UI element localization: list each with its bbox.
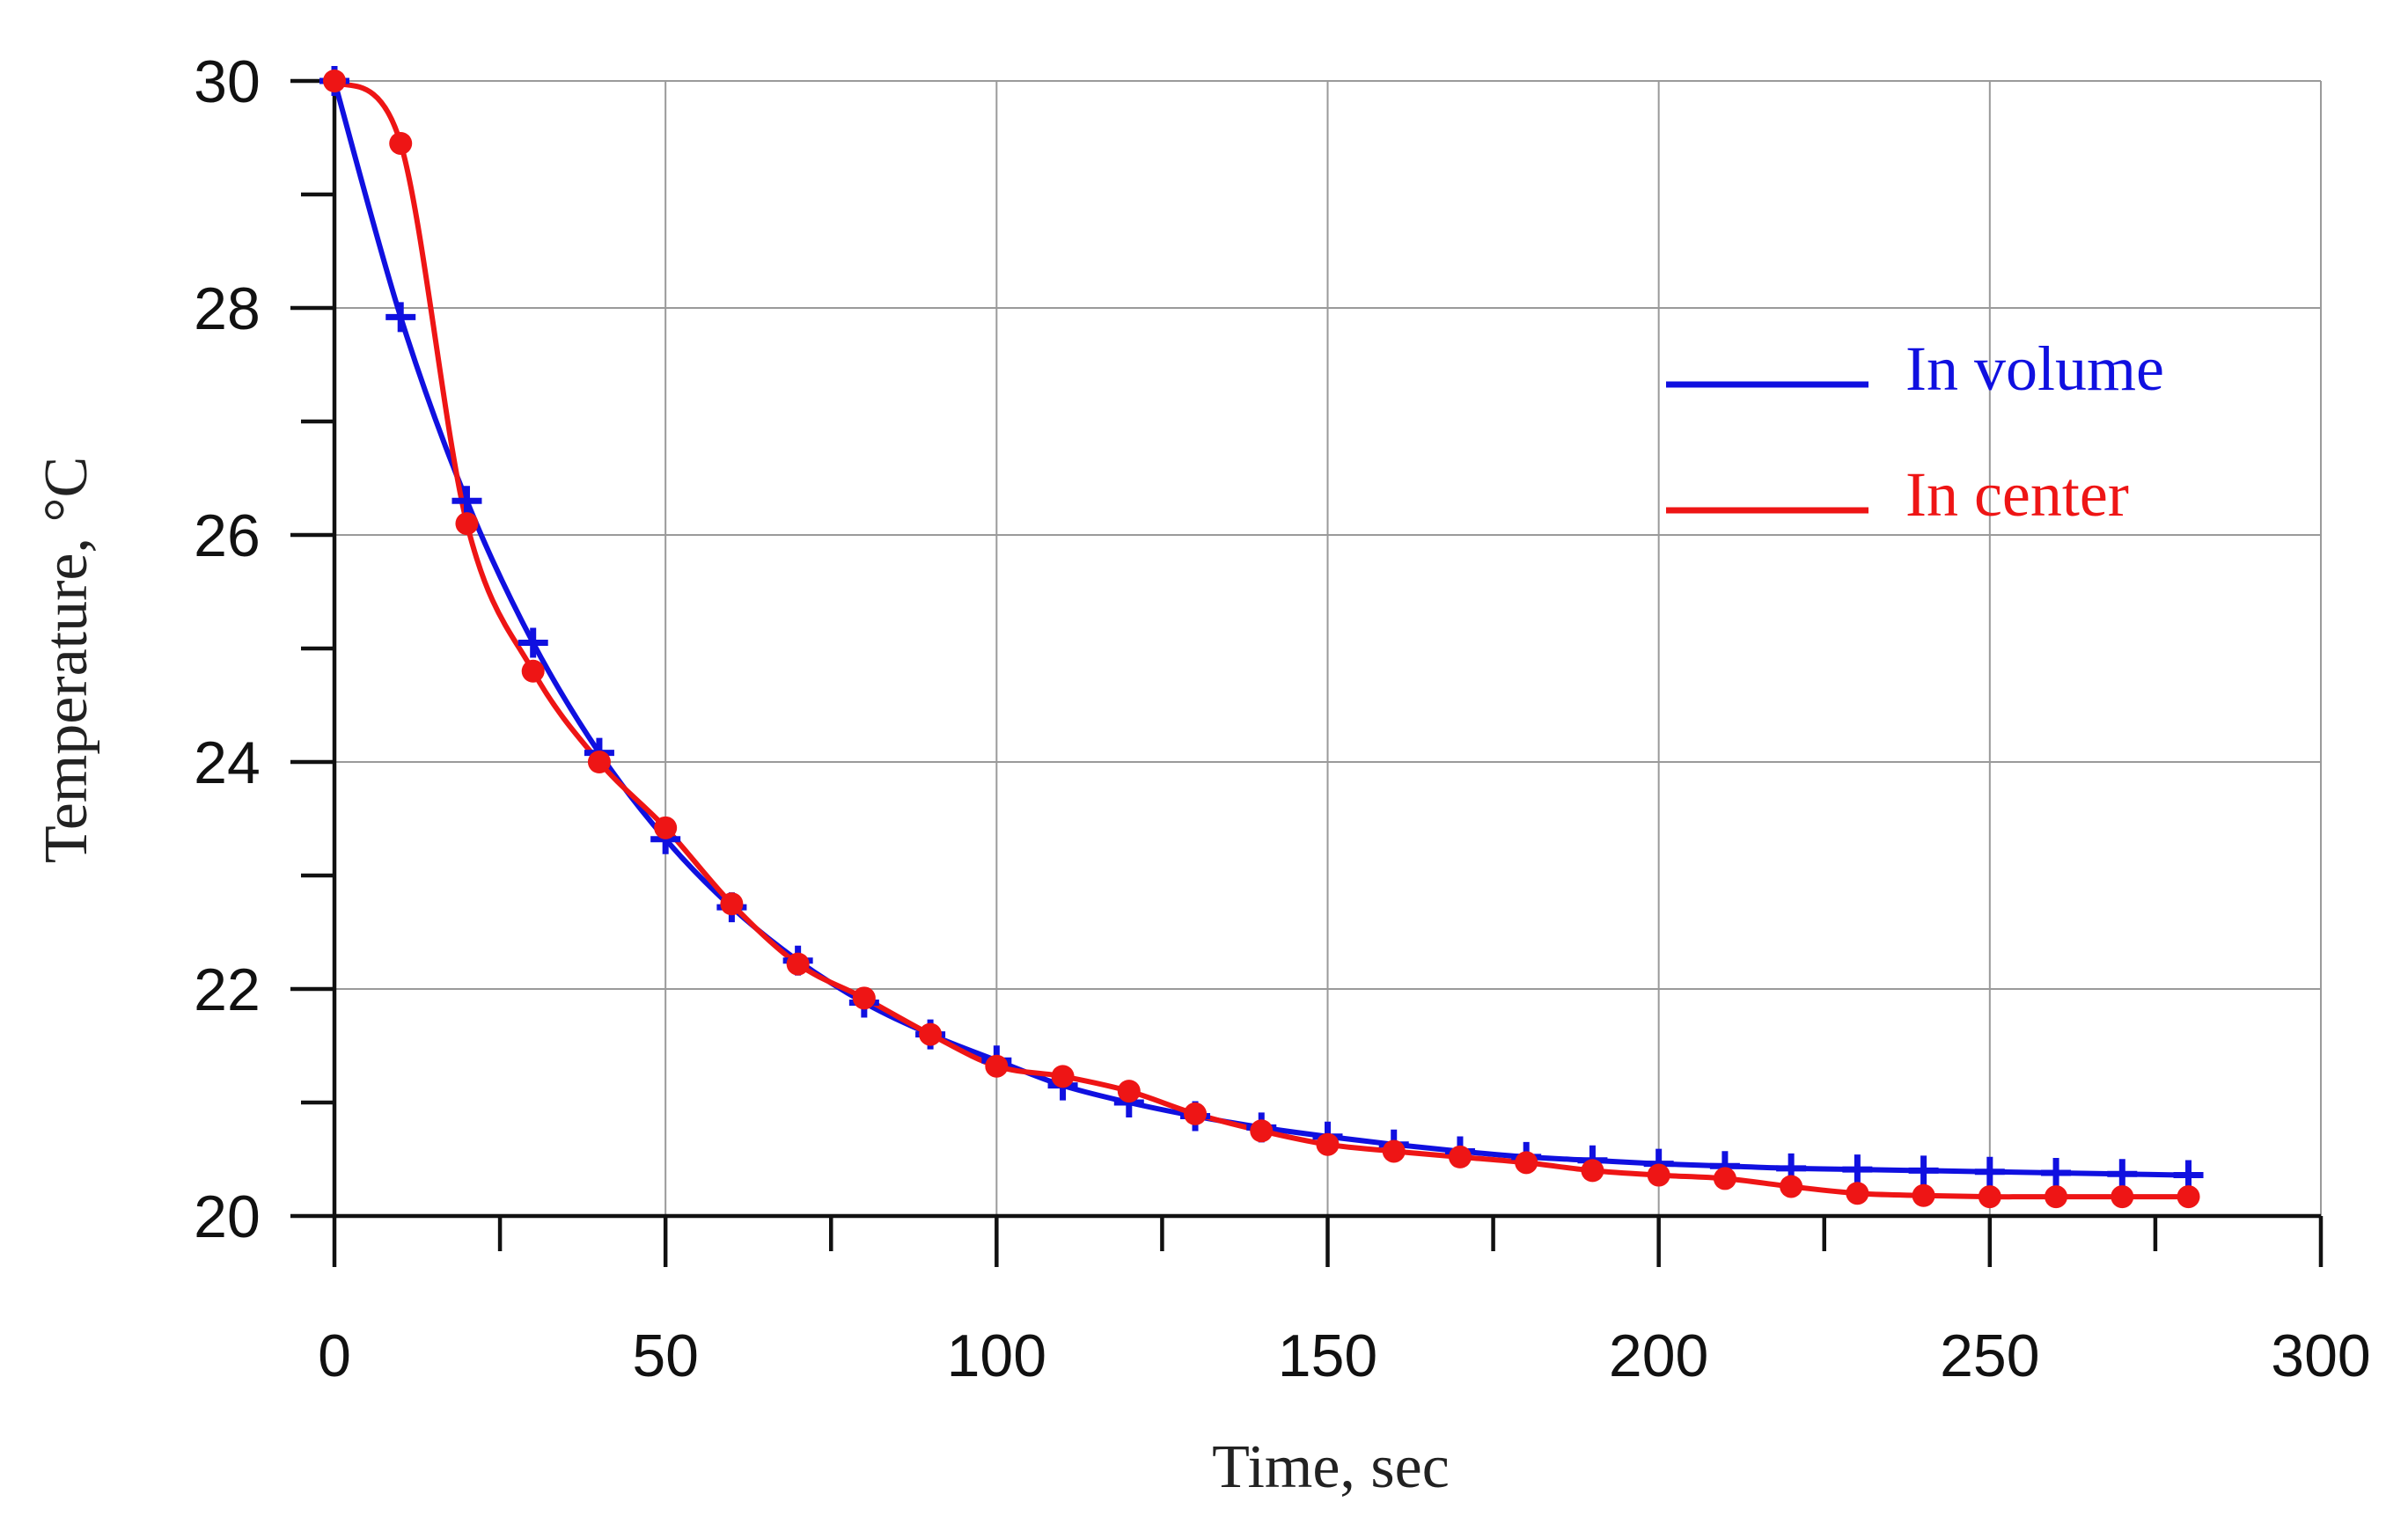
data-point-in-center: [2177, 1185, 2200, 1209]
legend-label-in-center: In center: [1905, 459, 2129, 530]
data-point-in-center: [2111, 1185, 2134, 1209]
x-tick-label: 0: [318, 1322, 351, 1389]
x-axis-title: Time, sec: [1212, 1433, 1450, 1501]
x-tick-label: 150: [1278, 1322, 1377, 1389]
data-point-in-center: [587, 751, 611, 773]
data-point-in-center: [1448, 1145, 1472, 1168]
y-tick-label: 24: [194, 729, 261, 796]
data-point-in-center: [1250, 1119, 1274, 1143]
marker-layer: [319, 66, 2204, 1209]
data-point-in-center: [1780, 1175, 1803, 1198]
data-point-in-center: [1184, 1102, 1208, 1125]
data-point-in-volume: [518, 627, 548, 658]
legend-label-in-volume: In volume: [1905, 333, 2164, 404]
data-point-in-center: [1316, 1132, 1340, 1156]
series-line-in-center: [332, 78, 2191, 1200]
data-point-in-center: [852, 986, 876, 1010]
x-tick-label: 300: [2271, 1322, 2370, 1389]
series-line-in-volume: [332, 78, 2191, 1178]
data-point-in-volume: [2107, 1159, 2138, 1190]
data-point-in-volume: [1908, 1155, 1939, 1186]
data-point-in-center: [1515, 1151, 1538, 1175]
x-tick-label: 200: [1609, 1322, 1708, 1389]
data-point-in-center: [1912, 1183, 1935, 1207]
y-tick-label: 28: [194, 275, 261, 342]
series-layer: [332, 78, 2191, 1200]
data-point-in-volume: [2041, 1157, 2072, 1188]
data-point-in-volume: [1974, 1156, 2005, 1187]
data-point-in-center: [323, 70, 346, 92]
data-point-in-center: [1051, 1065, 1075, 1088]
x-tick-label: 50: [632, 1322, 699, 1389]
data-point-in-center: [389, 131, 413, 155]
data-point-in-center: [1713, 1167, 1736, 1190]
y-tick-label: 22: [194, 956, 261, 1023]
data-point-in-center: [919, 1022, 943, 1046]
axes: [290, 78, 2324, 1267]
y-tick-label: 30: [194, 48, 261, 115]
data-point-in-center: [1647, 1163, 1670, 1187]
legend: In volume In center: [1666, 333, 2164, 530]
data-point-in-volume: [452, 486, 482, 516]
data-point-in-center: [985, 1054, 1009, 1078]
y-tick-label: 20: [194, 1183, 261, 1250]
data-point-in-center: [2045, 1185, 2068, 1209]
y-tick-label: 26: [194, 502, 261, 569]
data-point-in-center: [1581, 1159, 1604, 1183]
data-point-in-center: [521, 659, 545, 683]
grid-lines: [334, 80, 2322, 1216]
data-point-in-center: [1382, 1139, 1406, 1163]
data-point-in-center: [720, 892, 744, 916]
data-point-in-center: [1978, 1185, 2001, 1209]
data-point-in-center: [786, 952, 810, 976]
data-point-in-volume: [385, 302, 416, 333]
data-point-in-center: [654, 816, 678, 839]
data-point-in-center: [1846, 1182, 1869, 1205]
x-tick-label: 100: [947, 1322, 1046, 1389]
data-point-in-center: [455, 512, 479, 536]
y-axis-title: Temperature, °C: [33, 457, 100, 863]
tick-labels: 0 50 100 150 200 250 300 20 22 24 26 28 30: [194, 48, 2371, 1389]
x-tick-label: 250: [1940, 1322, 2039, 1389]
data-point-in-volume: [1842, 1154, 1873, 1185]
data-point-in-center: [1117, 1080, 1141, 1103]
data-point-in-volume: [2173, 1160, 2204, 1190]
